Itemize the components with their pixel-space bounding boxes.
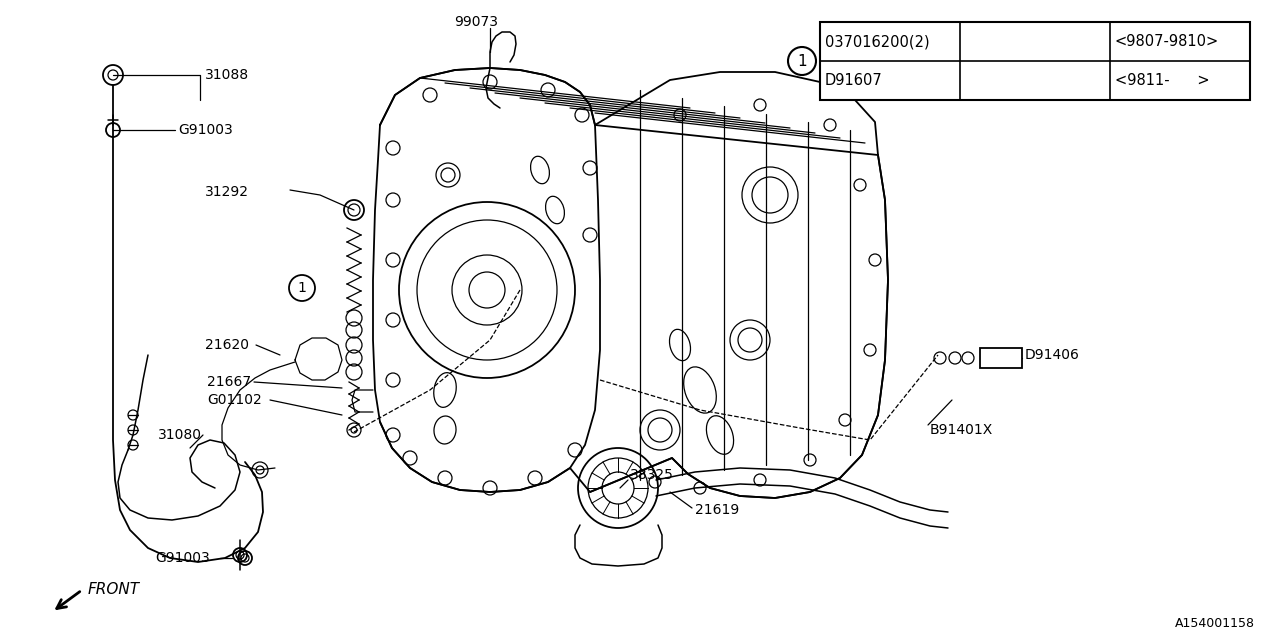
Text: 31088: 31088	[205, 68, 250, 82]
Text: 21667: 21667	[207, 375, 251, 389]
Text: A154001158: A154001158	[1175, 617, 1254, 630]
Text: 31292: 31292	[205, 185, 250, 199]
Text: D91406: D91406	[1025, 348, 1080, 362]
Text: <9807-9810>: <9807-9810>	[1115, 34, 1220, 49]
Text: 1: 1	[297, 281, 306, 295]
Text: FRONT: FRONT	[88, 582, 140, 598]
Text: 21619: 21619	[695, 503, 740, 517]
Text: D91607: D91607	[826, 73, 883, 88]
Text: G91003: G91003	[155, 551, 210, 565]
Text: 21620: 21620	[205, 338, 250, 352]
Text: 037016200(2): 037016200(2)	[826, 34, 929, 49]
Text: 31080: 31080	[157, 428, 202, 442]
Text: 1: 1	[797, 54, 806, 68]
Text: B91401X: B91401X	[931, 423, 993, 437]
Text: G91003: G91003	[178, 123, 233, 137]
Text: <9811-      >: <9811- >	[1115, 73, 1210, 88]
Text: G01102: G01102	[207, 393, 261, 407]
Text: 38325: 38325	[630, 468, 673, 482]
FancyBboxPatch shape	[980, 348, 1021, 368]
Text: 99073: 99073	[454, 15, 498, 29]
FancyBboxPatch shape	[820, 22, 1251, 100]
